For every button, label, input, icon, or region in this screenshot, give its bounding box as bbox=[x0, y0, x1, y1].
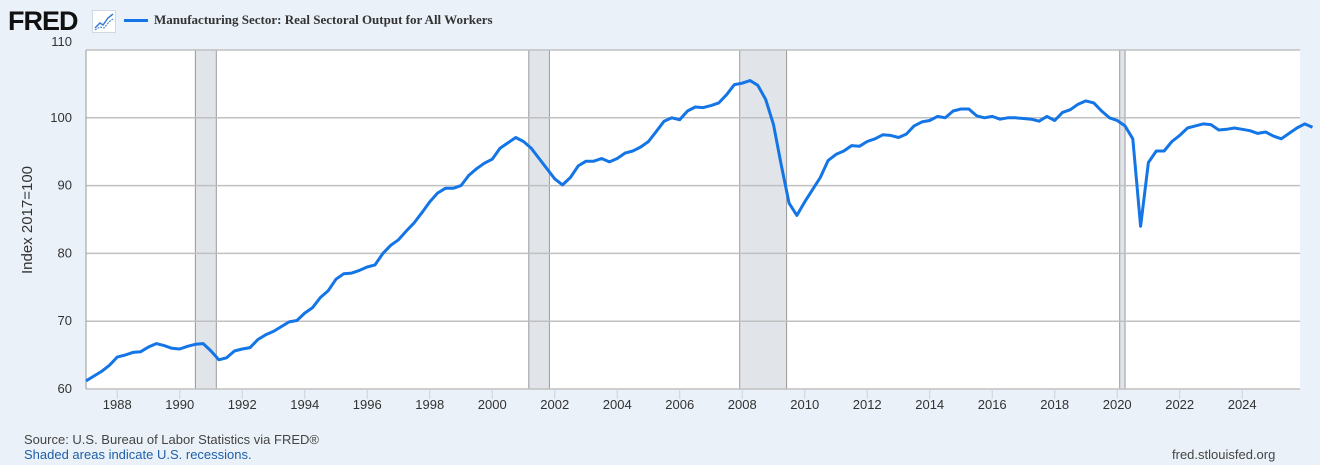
y-tick-label: 110 bbox=[51, 34, 72, 49]
x-tick-label: 2010 bbox=[790, 397, 819, 412]
y-axis-label: Index 2017=100 bbox=[19, 166, 36, 274]
chart-legend: Manufacturing Sector: Real Sectoral Outp… bbox=[124, 12, 493, 28]
x-tick-label: 1992 bbox=[228, 397, 257, 412]
y-tick-label: 70 bbox=[58, 313, 72, 328]
y-tick-label: 80 bbox=[58, 245, 72, 260]
y-tick-label: 90 bbox=[58, 178, 72, 193]
x-tick-label: 2004 bbox=[603, 397, 632, 412]
x-tick-label: 2024 bbox=[1228, 397, 1257, 412]
recession-band bbox=[739, 50, 788, 389]
site-link[interactable]: fred.stlouisfed.org bbox=[1172, 447, 1276, 462]
recession-note[interactable]: Shaded areas indicate U.S. recessions. bbox=[24, 447, 252, 462]
x-tick-label: 1988 bbox=[103, 397, 132, 412]
x-tick-label: 2000 bbox=[478, 397, 507, 412]
source-note: Source: U.S. Bureau of Labor Statistics … bbox=[24, 432, 319, 447]
fred-logo[interactable]: FRED bbox=[8, 6, 78, 36]
x-tick-label: 1998 bbox=[415, 397, 444, 412]
x-tick-label: 2008 bbox=[728, 397, 757, 412]
x-tick-label: 2022 bbox=[1165, 397, 1194, 412]
chart-line-icon[interactable] bbox=[92, 10, 116, 33]
legend-swatch bbox=[124, 18, 148, 22]
recession-band bbox=[528, 50, 550, 389]
recession-band bbox=[194, 50, 217, 389]
x-tick-label: 2014 bbox=[915, 397, 944, 412]
x-tick-label: 2012 bbox=[853, 397, 882, 412]
x-tick-label: 1990 bbox=[165, 397, 194, 412]
x-tick-label: 2020 bbox=[1103, 397, 1132, 412]
y-tick-label: 100 bbox=[50, 110, 72, 125]
legend-label: Manufacturing Sector: Real Sectoral Outp… bbox=[154, 12, 493, 27]
x-tick-label: 1994 bbox=[290, 397, 319, 412]
recession-band bbox=[1119, 50, 1126, 389]
plot-area bbox=[86, 50, 1300, 389]
x-tick-label: 1996 bbox=[353, 397, 382, 412]
x-tick-label: 2016 bbox=[978, 397, 1007, 412]
x-tick-label: 2002 bbox=[540, 397, 569, 412]
x-tick-label: 2006 bbox=[665, 397, 694, 412]
x-tick-label: 2018 bbox=[1040, 397, 1069, 412]
series-line bbox=[85, 79, 1314, 383]
y-tick-label: 60 bbox=[58, 381, 72, 396]
